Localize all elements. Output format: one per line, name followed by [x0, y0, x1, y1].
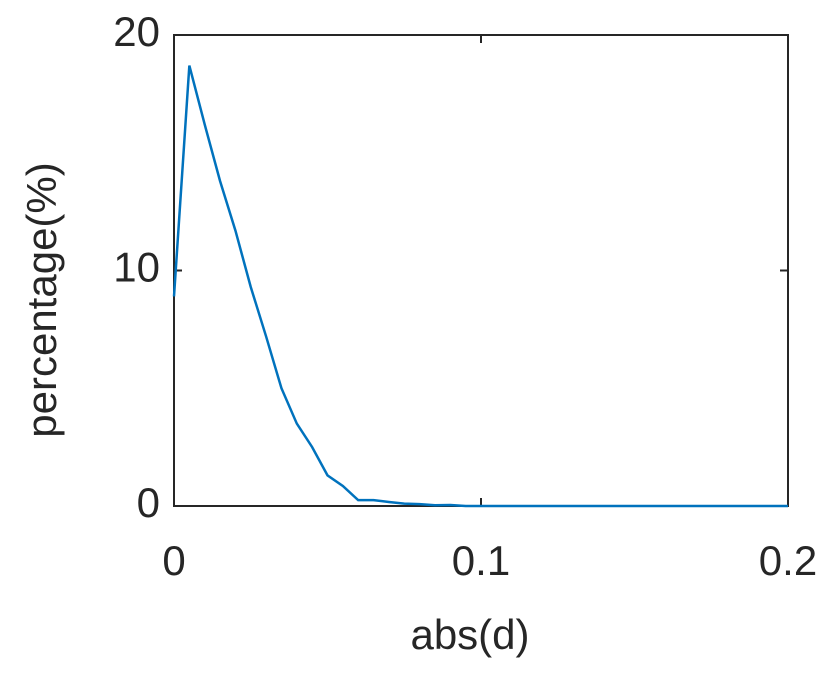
y-tick-label: 10 [113, 244, 160, 291]
x-tick-label: 0 [162, 537, 185, 584]
data-line [172, 65, 788, 508]
y-tick-label: 20 [113, 8, 160, 55]
y-tick-label: 0 [137, 479, 160, 526]
x-axis-label: abs(d) [410, 611, 529, 658]
x-tick-label: 0.2 [759, 537, 817, 584]
axes-box [173, 34, 789, 507]
y-axis-label: percentage(%) [18, 162, 65, 437]
x-tick-label: 0.1 [452, 537, 510, 584]
